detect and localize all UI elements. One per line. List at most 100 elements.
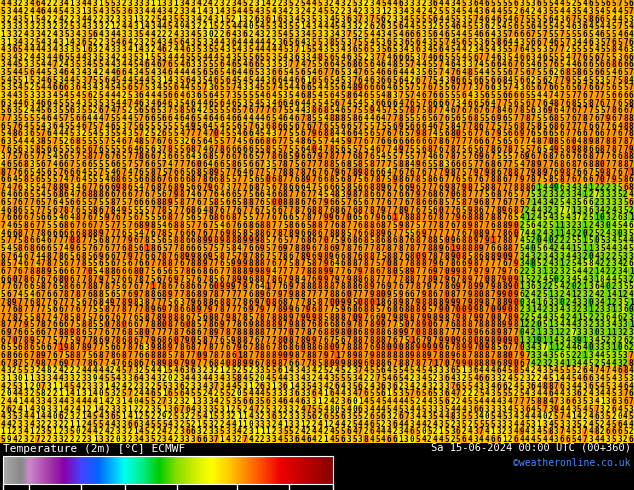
Text: 5: 5 [288, 259, 294, 269]
Text: 3: 3 [122, 420, 126, 429]
Text: 5: 5 [312, 114, 316, 123]
Text: 9: 9 [467, 259, 472, 269]
Text: 1: 1 [58, 389, 63, 398]
Text: 9: 9 [162, 313, 167, 322]
Text: 6: 6 [375, 114, 380, 123]
Text: 3: 3 [577, 397, 581, 406]
Text: 4: 4 [387, 0, 391, 8]
Text: 8: 8 [496, 191, 501, 199]
Text: 7: 7 [370, 198, 374, 207]
Text: 0: 0 [571, 137, 576, 146]
Text: 3: 3 [260, 68, 264, 77]
Text: 8: 8 [12, 313, 16, 322]
Text: 5: 5 [277, 53, 282, 62]
Text: 8: 8 [554, 114, 559, 123]
Text: 4: 4 [370, 435, 374, 444]
Text: 6: 6 [64, 259, 68, 269]
Text: 6: 6 [548, 68, 553, 77]
Text: 5: 5 [618, 76, 622, 85]
Text: 2: 2 [433, 22, 437, 31]
Text: 6: 6 [318, 175, 322, 184]
Text: 4: 4 [35, 7, 40, 16]
Text: 4: 4 [392, 145, 397, 153]
Text: 7: 7 [422, 191, 426, 199]
Text: 2: 2 [422, 0, 426, 8]
Text: 6: 6 [588, 175, 593, 184]
Text: 4: 4 [335, 259, 339, 269]
Text: 4: 4 [271, 267, 276, 276]
Text: 4: 4 [283, 76, 288, 85]
Text: 8: 8 [370, 274, 374, 284]
Text: 1: 1 [392, 214, 397, 222]
Text: 4: 4 [127, 60, 132, 70]
Text: 5: 5 [571, 76, 576, 85]
Text: 1: 1 [323, 420, 328, 429]
Text: 4: 4 [629, 22, 633, 31]
Text: 4: 4 [415, 367, 420, 375]
Text: 4: 4 [93, 114, 98, 123]
Text: 5: 5 [594, 60, 599, 70]
Text: 7: 7 [519, 191, 524, 199]
Text: 6: 6 [618, 129, 622, 138]
Text: 6: 6 [150, 106, 155, 115]
Text: 7: 7 [439, 320, 443, 329]
Text: 3: 3 [548, 267, 553, 276]
Text: 7: 7 [271, 305, 276, 314]
Text: 5: 5 [588, 359, 593, 368]
Text: 7: 7 [456, 152, 460, 161]
Text: 8: 8 [415, 359, 420, 368]
Text: 7: 7 [87, 305, 92, 314]
Text: 5: 5 [525, 60, 529, 70]
Text: 6: 6 [364, 137, 368, 146]
Text: 5: 5 [335, 83, 339, 93]
Text: 8: 8 [623, 367, 628, 375]
Text: 5: 5 [156, 122, 161, 131]
Text: 2: 2 [150, 45, 155, 54]
Text: 4: 4 [41, 45, 46, 54]
Text: 8: 8 [260, 236, 264, 245]
Text: 1: 1 [519, 282, 524, 291]
Text: 2: 2 [41, 435, 46, 444]
Text: 5: 5 [127, 175, 132, 184]
Text: 5: 5 [156, 114, 161, 123]
Text: 5: 5 [116, 76, 120, 85]
Text: 4: 4 [462, 68, 466, 77]
Text: 4: 4 [64, 244, 68, 253]
Text: 8: 8 [243, 297, 247, 307]
Text: 6: 6 [433, 98, 437, 108]
Text: 6: 6 [439, 53, 443, 62]
Text: 6: 6 [352, 198, 357, 207]
Text: 6: 6 [174, 83, 178, 93]
Text: 4: 4 [427, 397, 432, 406]
Text: 6: 6 [375, 145, 380, 153]
Text: 4: 4 [191, 76, 195, 85]
Text: 6: 6 [392, 53, 397, 62]
Text: 7: 7 [444, 191, 449, 199]
Text: 4: 4 [450, 389, 455, 398]
Text: 7: 7 [531, 68, 536, 77]
Text: 3: 3 [415, 374, 420, 383]
Text: 6: 6 [612, 152, 616, 161]
Text: 4: 4 [70, 214, 74, 222]
Text: 5: 5 [93, 305, 98, 314]
Text: 3: 3 [70, 7, 74, 16]
Text: 8: 8 [18, 305, 22, 314]
Text: 7: 7 [23, 297, 29, 307]
Text: 3: 3 [162, 7, 167, 16]
Text: 9: 9 [318, 252, 322, 261]
Text: 3: 3 [179, 297, 184, 307]
Text: 7: 7 [456, 221, 460, 230]
Text: 6: 6 [191, 106, 195, 115]
Text: 9: 9 [243, 359, 247, 368]
Text: 3: 3 [387, 382, 391, 391]
Text: 5: 5 [249, 229, 253, 238]
Text: 6: 6 [583, 152, 587, 161]
Text: 4: 4 [444, 0, 449, 8]
Text: 5: 5 [168, 206, 172, 215]
Text: 7: 7 [18, 320, 22, 329]
Text: 7: 7 [70, 175, 74, 184]
Text: 6: 6 [58, 320, 63, 329]
Text: 3: 3 [571, 359, 576, 368]
Text: 5: 5 [364, 38, 368, 47]
Text: 9: 9 [64, 359, 68, 368]
